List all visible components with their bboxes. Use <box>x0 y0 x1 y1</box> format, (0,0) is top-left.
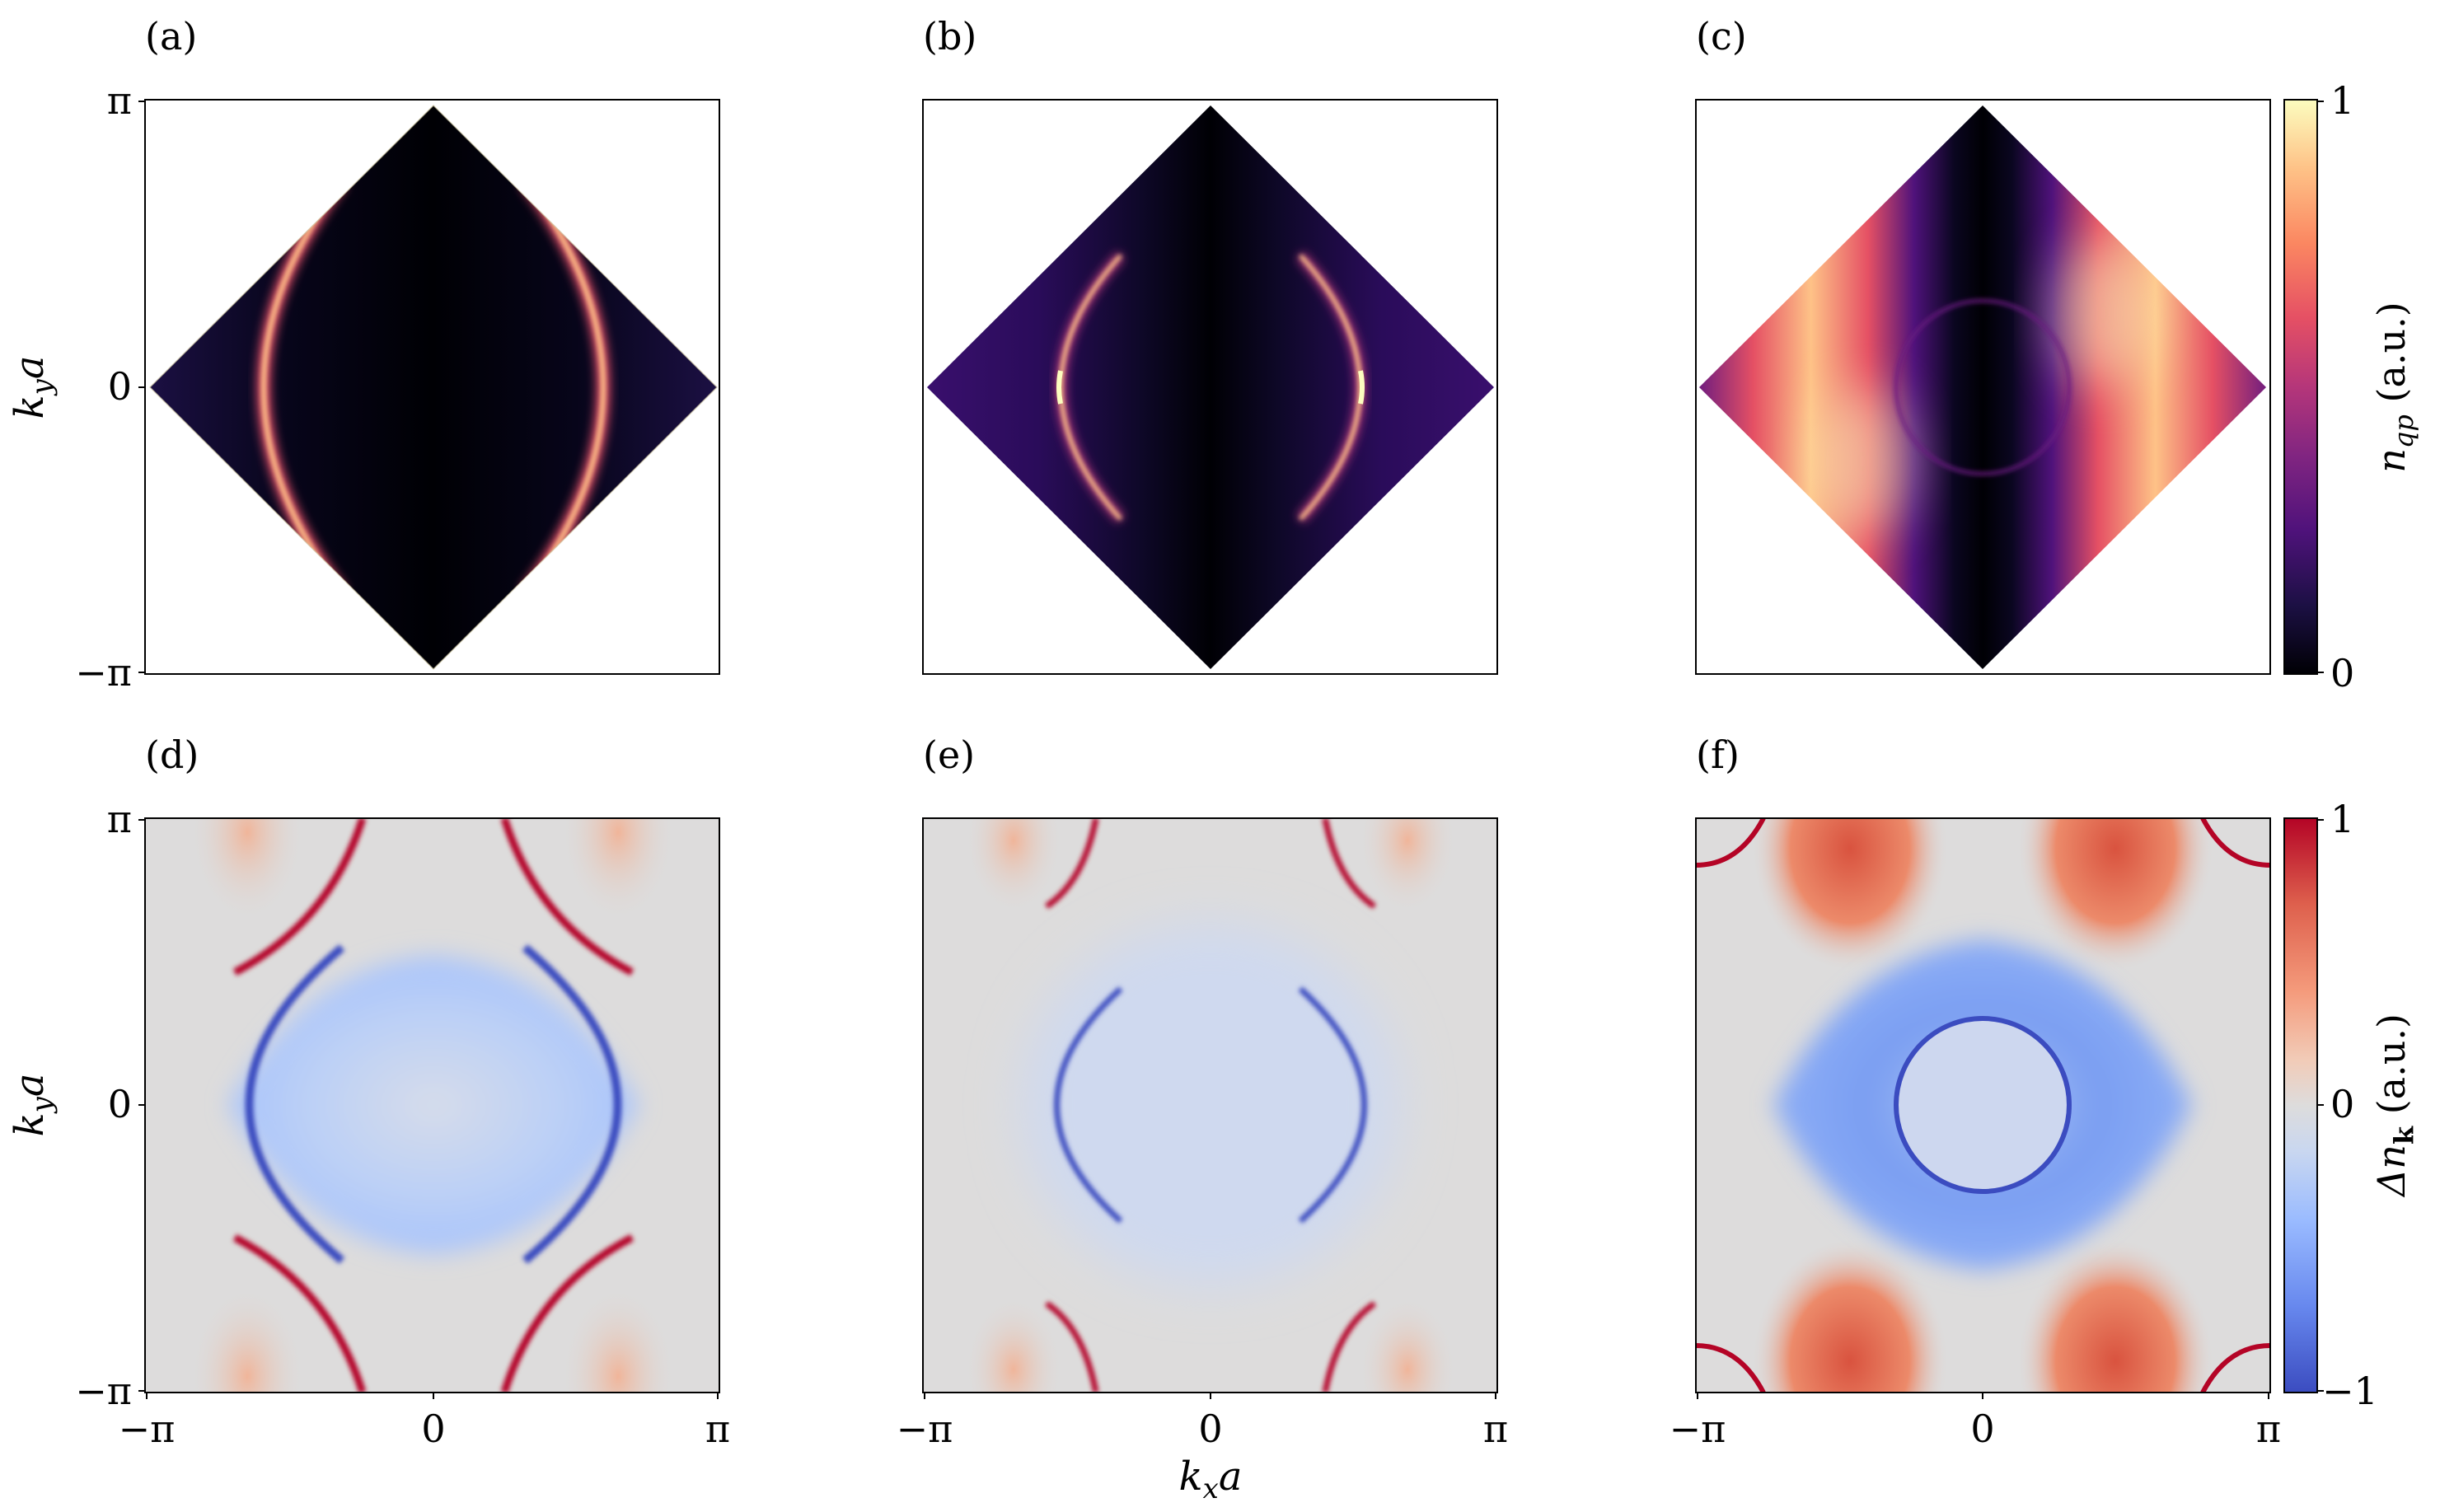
panel-c <box>1695 99 2271 675</box>
panel-a <box>144 99 720 675</box>
xaxis-e: −π 0 π kxa <box>897 1393 1508 1505</box>
panel-e-heatmap <box>923 818 1497 1393</box>
panel-e-arc-red-bl <box>1045 1301 1099 1393</box>
colorbar-dnk-label: Δnk (a.u.) <box>2369 1013 2419 1198</box>
xtick-f-mpi: −π <box>1670 1407 1726 1451</box>
panel-f <box>1695 817 2271 1393</box>
panel-d-arc-blue-right <box>522 944 622 1264</box>
ylabel-d: kya <box>7 1074 59 1137</box>
panel-label-e: (e) <box>923 733 975 777</box>
panel-e-arc-blue-right <box>1298 986 1367 1224</box>
ytick-a-pi: π <box>107 78 132 123</box>
colorbar-dnk-bar <box>2283 817 2318 1393</box>
xaxis-d: −π 0 π <box>119 1393 730 1451</box>
panel-f-arc-red-bl <box>1696 1343 1766 1393</box>
panel-f-arc-red-tl <box>1696 818 1766 868</box>
ytick-d-mpi: −π <box>75 1369 132 1413</box>
panel-d-arc-blue-left <box>245 944 345 1264</box>
colorbar-dnk-tick-mid: 0 <box>2330 1082 2354 1126</box>
panel-d-heatmap <box>145 818 719 1393</box>
colorbar-nqp-bar <box>2283 99 2318 675</box>
yaxis-a: π 0 −π kya <box>7 78 145 695</box>
colorbar-dnk-tick-bottom: −1 <box>2322 1369 2378 1413</box>
xtick-e-0: 0 <box>1198 1407 1222 1451</box>
panel-label-d: (d) <box>145 733 199 777</box>
panel-e-arc-red-tl <box>1045 818 1099 909</box>
xtick-d-pi: π <box>705 1407 730 1451</box>
panel-label-b: (b) <box>923 14 976 59</box>
panel-d-arc-red-tr <box>500 818 635 976</box>
ytick-a-0: 0 <box>108 364 132 409</box>
panel-e <box>922 817 1498 1393</box>
panel-d-arc-red-br <box>500 1234 635 1393</box>
panel-d-arc-red-tl <box>232 818 367 976</box>
panel-d-arc-red-bl <box>232 1234 367 1393</box>
xtick-f-0: 0 <box>1970 1407 1994 1451</box>
panel-e-arc-red-br <box>1322 1301 1376 1393</box>
ylabel-a: kya <box>7 356 59 419</box>
panel-label-f: (f) <box>1696 733 1740 777</box>
colorbar-nqp-label: nqp (a.u.) <box>2369 302 2419 472</box>
xlabel-e: kxa <box>1179 1453 1243 1505</box>
panel-f-ring <box>1894 1016 2072 1194</box>
colorbar-nqp-tick-top: 1 <box>2330 78 2354 123</box>
xtick-e-pi: π <box>1483 1407 1508 1451</box>
colorbar-dnk: 1 0 −1 Δnk (a.u.) <box>2283 797 2419 1413</box>
panel-label-c: (c) <box>1696 14 1747 59</box>
ytick-a-mpi: −π <box>75 650 132 695</box>
panel-f-heatmap <box>1696 818 2270 1393</box>
panel-c-ring <box>1894 299 2071 475</box>
panel-label-a: (a) <box>145 14 197 59</box>
panel-f-arc-red-br <box>2200 1343 2270 1393</box>
xtick-e-mpi: −π <box>897 1407 953 1451</box>
panel-e-arc-red-tr <box>1322 818 1376 909</box>
colorbar-nqp: 1 0 nqp (a.u.) <box>2283 78 2419 695</box>
panel-d <box>144 817 720 1393</box>
yaxis-d: π 0 −π kya <box>7 797 145 1413</box>
ytick-d-pi: π <box>107 797 132 841</box>
xtick-d-0: 0 <box>421 1407 445 1451</box>
xaxis-f: −π 0 π <box>1670 1393 2281 1451</box>
xtick-f-pi: π <box>2256 1407 2281 1451</box>
xtick-d-mpi: −π <box>119 1407 176 1451</box>
panel-e-arc-blue-left <box>1054 986 1123 1224</box>
colorbar-nqp-tick-bottom: 0 <box>2330 651 2354 695</box>
colorbar-dnk-tick-top: 1 <box>2330 797 2354 841</box>
panel-f-arc-red-tr <box>2200 818 2270 868</box>
panel-b <box>922 99 1498 675</box>
ytick-d-0: 0 <box>108 1082 132 1126</box>
